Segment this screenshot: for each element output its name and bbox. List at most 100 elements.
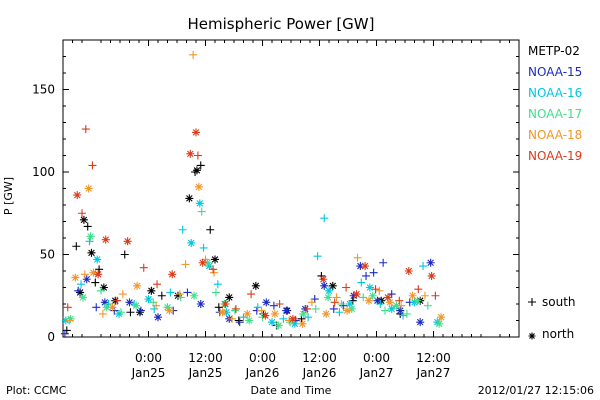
data-point (199, 243, 208, 252)
data-point (93, 255, 102, 264)
x-axis-label: Date and Time (251, 384, 332, 397)
data-point (396, 306, 405, 315)
data-point (98, 309, 107, 318)
data-point (205, 262, 214, 271)
legend-entry: NOAA-17 (528, 107, 582, 121)
data-point (173, 291, 182, 300)
data-point (86, 232, 95, 241)
data-point (435, 319, 444, 328)
x-tick-date-label: Jan27 (416, 366, 451, 380)
x-tick-time-label: 0:00 (135, 351, 162, 365)
data-point (365, 283, 374, 292)
data-point (185, 194, 194, 203)
data-point (211, 288, 220, 297)
data-point (60, 329, 69, 338)
data-point (270, 309, 279, 318)
data-point (196, 300, 205, 308)
data-point (330, 298, 339, 307)
data-point (62, 326, 71, 335)
data-point (319, 275, 328, 284)
data-point (404, 267, 413, 275)
data-point (253, 303, 262, 312)
data-point (144, 295, 153, 304)
data-point (74, 286, 83, 295)
data-point (304, 313, 313, 322)
data-point (104, 300, 113, 308)
data-point (262, 298, 271, 307)
data-point (290, 319, 299, 328)
data-point (152, 301, 161, 310)
data-point (402, 309, 411, 318)
data-point (373, 296, 382, 305)
data-point (175, 290, 184, 299)
legend-entry: NOAA-15 (528, 65, 582, 79)
data-point (186, 149, 195, 158)
data-point (328, 281, 337, 290)
x-tick-time-label: 12:00 (416, 351, 451, 365)
x-tick-time-label: 0:00 (363, 351, 390, 365)
data-point (221, 300, 230, 308)
data-point (437, 313, 446, 322)
data-point (196, 161, 205, 170)
data-point (307, 298, 316, 307)
data-point (198, 258, 207, 267)
data-point (76, 288, 85, 297)
legend-entry: NOAA-18 (528, 128, 582, 142)
data-point (347, 304, 356, 313)
data-point (77, 280, 86, 289)
data-point (181, 260, 190, 269)
data-point (163, 303, 172, 312)
data-point (247, 290, 256, 299)
data-point (392, 301, 401, 310)
data-point (368, 291, 377, 300)
data-point (361, 262, 370, 271)
data-point (408, 291, 417, 300)
data-point (73, 191, 82, 200)
data-point (352, 290, 361, 299)
data-point (95, 265, 104, 274)
y-tick-label: 150 (32, 83, 55, 97)
data-point (154, 313, 162, 322)
data-point (375, 286, 384, 295)
data-point (91, 278, 100, 287)
data-point (298, 319, 307, 328)
data-point (118, 290, 127, 299)
data-point (190, 291, 199, 300)
data-point (136, 306, 145, 315)
data-point (81, 125, 90, 134)
data-point (235, 318, 244, 327)
data-point (72, 242, 81, 251)
x-tick-date-label: Jan26 (245, 366, 280, 380)
legend-entry: METP-02 (528, 44, 580, 58)
marker-legend-symbol (528, 332, 536, 340)
y-tick-label: 100 (32, 165, 55, 179)
data-point (147, 286, 156, 295)
chart-title: Hemispheric Power [GW] (188, 15, 375, 33)
data-point (288, 314, 297, 323)
data-point (268, 318, 276, 327)
data-point (431, 291, 440, 300)
data-point (423, 301, 432, 310)
data-point (359, 293, 368, 302)
data-point (349, 291, 358, 300)
data-point (218, 308, 227, 317)
data-point (356, 262, 365, 271)
data-point (78, 293, 87, 302)
x-tick-date-label: Jan25 (131, 366, 166, 380)
plot-timestamp: 2012/01/27 12:15:06 (478, 384, 594, 397)
x-tick-date-label: Jan26 (302, 366, 337, 380)
data-point (66, 314, 75, 323)
data-point (87, 248, 96, 257)
data-point (99, 283, 108, 292)
data-point (88, 161, 97, 170)
data-point (213, 280, 222, 289)
data-point (269, 301, 278, 310)
data-point (426, 258, 435, 267)
data-point (101, 235, 110, 244)
data-point (195, 199, 204, 208)
data-point (413, 296, 422, 305)
data-point (317, 271, 326, 280)
data-point (343, 306, 352, 315)
data-point (214, 303, 223, 312)
plot-credit: Plot: CCMC (6, 384, 67, 397)
